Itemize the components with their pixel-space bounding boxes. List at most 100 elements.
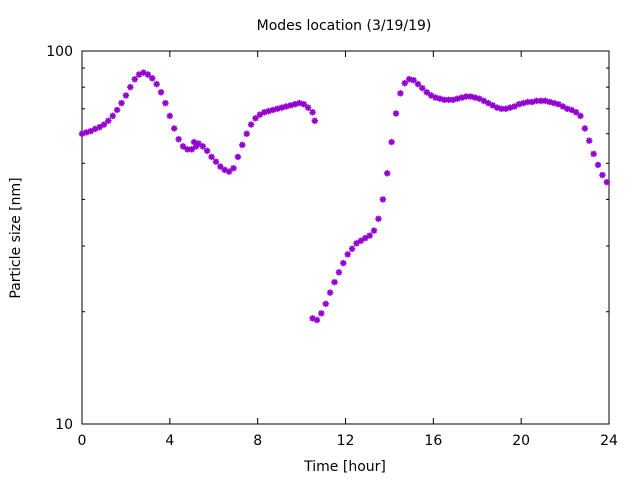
data-point bbox=[546, 98, 553, 106]
data-point bbox=[401, 79, 408, 87]
plot-frame bbox=[81, 50, 610, 425]
data-point bbox=[489, 102, 496, 109]
y-axis-title: Particle size [nm] bbox=[8, 177, 24, 298]
data-point bbox=[309, 109, 316, 116]
data-point bbox=[153, 80, 160, 88]
data-point bbox=[269, 106, 277, 114]
data-point bbox=[528, 98, 536, 106]
data-point bbox=[225, 168, 233, 175]
data-point bbox=[188, 146, 195, 153]
data-point bbox=[502, 105, 509, 112]
data-point bbox=[405, 76, 413, 83]
data-point bbox=[91, 125, 99, 133]
data-point bbox=[171, 125, 178, 132]
data-point bbox=[568, 106, 575, 114]
data-point bbox=[564, 105, 571, 112]
data-point bbox=[144, 71, 152, 78]
data-point bbox=[184, 146, 191, 153]
data-point bbox=[498, 105, 505, 112]
data-point bbox=[414, 80, 422, 88]
data-point bbox=[511, 103, 518, 110]
data-point bbox=[362, 234, 369, 242]
data-point bbox=[291, 101, 299, 108]
data-point bbox=[384, 170, 391, 177]
data-point bbox=[105, 117, 112, 124]
data-point bbox=[427, 92, 435, 99]
data-point bbox=[149, 75, 156, 82]
data-point bbox=[283, 103, 290, 110]
chart-title: Modes location (3/19/19) bbox=[257, 18, 432, 34]
data-point bbox=[449, 96, 457, 103]
data-point bbox=[252, 115, 259, 122]
y-tick-label: 100 bbox=[46, 44, 73, 60]
data-point bbox=[274, 105, 281, 112]
data-point bbox=[208, 153, 215, 161]
data-point bbox=[458, 94, 466, 101]
data-point bbox=[304, 104, 312, 111]
data-point bbox=[318, 310, 325, 317]
x-ticks: 0 4 8 12 16 20 24 bbox=[78, 51, 618, 449]
data-point bbox=[467, 93, 474, 100]
data-point bbox=[432, 94, 439, 101]
data-point bbox=[243, 130, 250, 137]
data-point bbox=[577, 112, 584, 120]
data-point bbox=[423, 89, 430, 96]
data-point bbox=[370, 227, 378, 234]
data-point bbox=[296, 99, 303, 107]
data-point bbox=[322, 300, 329, 308]
data-point bbox=[586, 137, 593, 144]
data-point bbox=[230, 165, 237, 172]
data-point bbox=[581, 125, 589, 132]
data-point bbox=[603, 178, 611, 186]
x-tick-label: 4 bbox=[165, 433, 174, 449]
x-tick-label: 24 bbox=[600, 433, 618, 449]
data-point bbox=[555, 101, 562, 108]
data-point bbox=[96, 123, 103, 131]
data-point bbox=[375, 215, 382, 222]
data-point bbox=[122, 92, 130, 99]
data-point bbox=[190, 138, 198, 146]
data-point bbox=[192, 143, 200, 150]
data-point bbox=[397, 90, 404, 97]
data-point bbox=[524, 98, 531, 106]
y-tick-label: 10 bbox=[55, 417, 73, 433]
data-point bbox=[179, 143, 187, 150]
data-point bbox=[83, 129, 90, 136]
x-tick-label: 16 bbox=[424, 433, 442, 449]
data-point bbox=[480, 97, 488, 105]
data-point bbox=[212, 158, 220, 165]
data-point bbox=[166, 112, 174, 120]
data-point bbox=[454, 95, 461, 102]
data-point bbox=[537, 97, 545, 105]
data-point bbox=[199, 143, 206, 150]
data-point bbox=[542, 97, 549, 105]
data-point bbox=[326, 289, 334, 296]
data-point bbox=[131, 76, 138, 83]
data-point bbox=[203, 147, 211, 155]
data-point bbox=[515, 101, 523, 108]
data-point bbox=[476, 95, 483, 102]
data-point bbox=[221, 166, 228, 174]
data-point bbox=[135, 71, 143, 78]
data-point bbox=[590, 150, 597, 158]
x-tick-label: 20 bbox=[512, 433, 530, 449]
data-point bbox=[127, 83, 134, 91]
data-point bbox=[594, 161, 602, 169]
data-point bbox=[388, 138, 395, 146]
data-point bbox=[78, 130, 86, 137]
data-point bbox=[485, 99, 492, 107]
data-point bbox=[162, 99, 169, 107]
data-point bbox=[100, 121, 108, 128]
data-point bbox=[348, 245, 356, 252]
data-point bbox=[261, 109, 268, 116]
data-point bbox=[441, 96, 448, 103]
data-point bbox=[331, 278, 338, 286]
data-point bbox=[287, 102, 294, 109]
data-point bbox=[366, 232, 373, 239]
data-point bbox=[599, 171, 606, 179]
data-point bbox=[410, 77, 417, 84]
data-point bbox=[379, 196, 387, 203]
data-point bbox=[118, 99, 125, 107]
data-point bbox=[344, 251, 351, 258]
data-point bbox=[419, 84, 426, 92]
